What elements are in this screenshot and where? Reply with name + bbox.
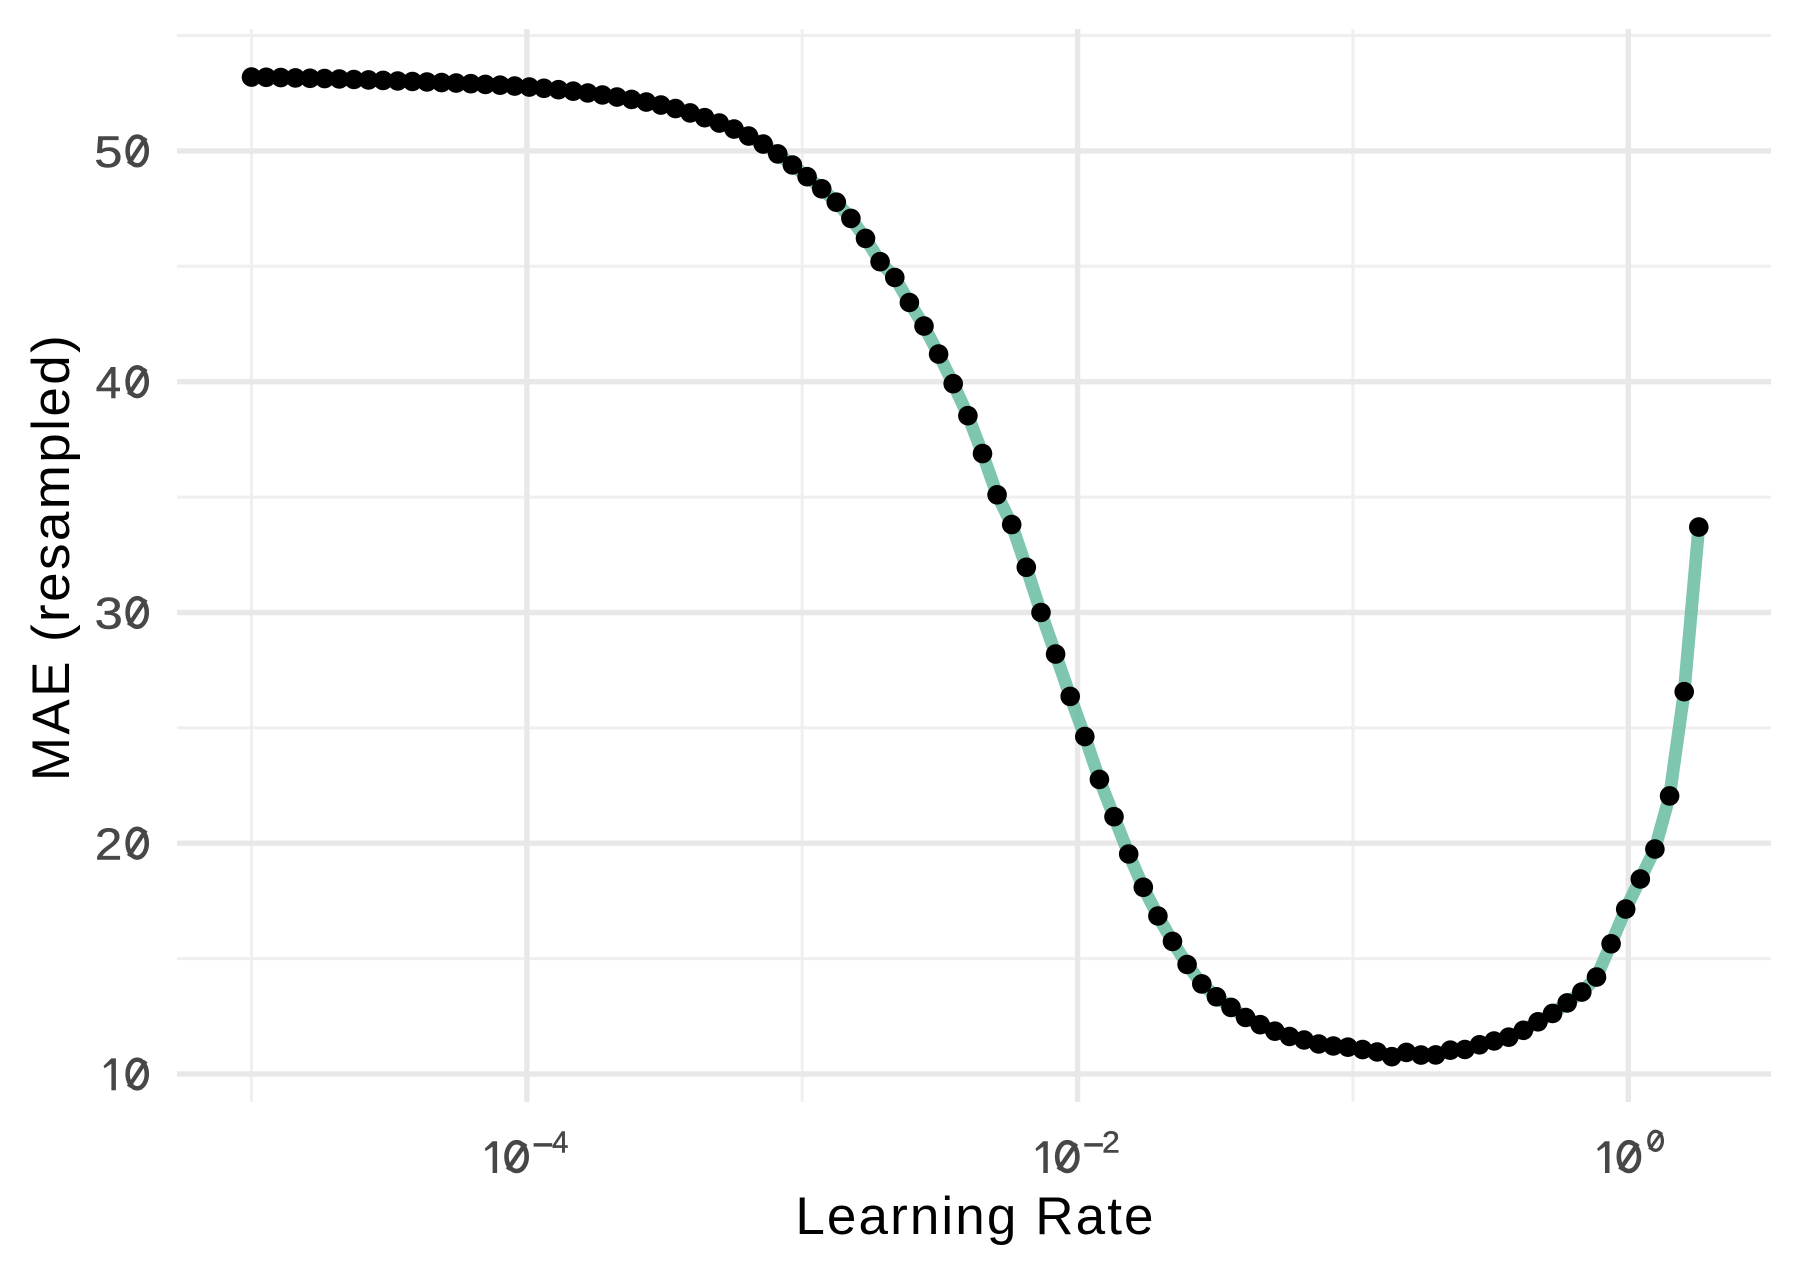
svg-text:4: 4 bbox=[96, 359, 121, 408]
svg-text:5: 5 bbox=[94, 128, 122, 177]
svg-text:MAE (resampled): MAE (resampled) bbox=[22, 333, 81, 781]
svg-text:Learning Rate: Learning Rate bbox=[795, 1187, 1155, 1246]
svg-text:3: 3 bbox=[95, 590, 123, 639]
svg-text:2: 2 bbox=[95, 820, 122, 869]
svg-text:4: 4 bbox=[552, 1125, 568, 1160]
svg-text:2: 2 bbox=[1102, 1125, 1120, 1160]
